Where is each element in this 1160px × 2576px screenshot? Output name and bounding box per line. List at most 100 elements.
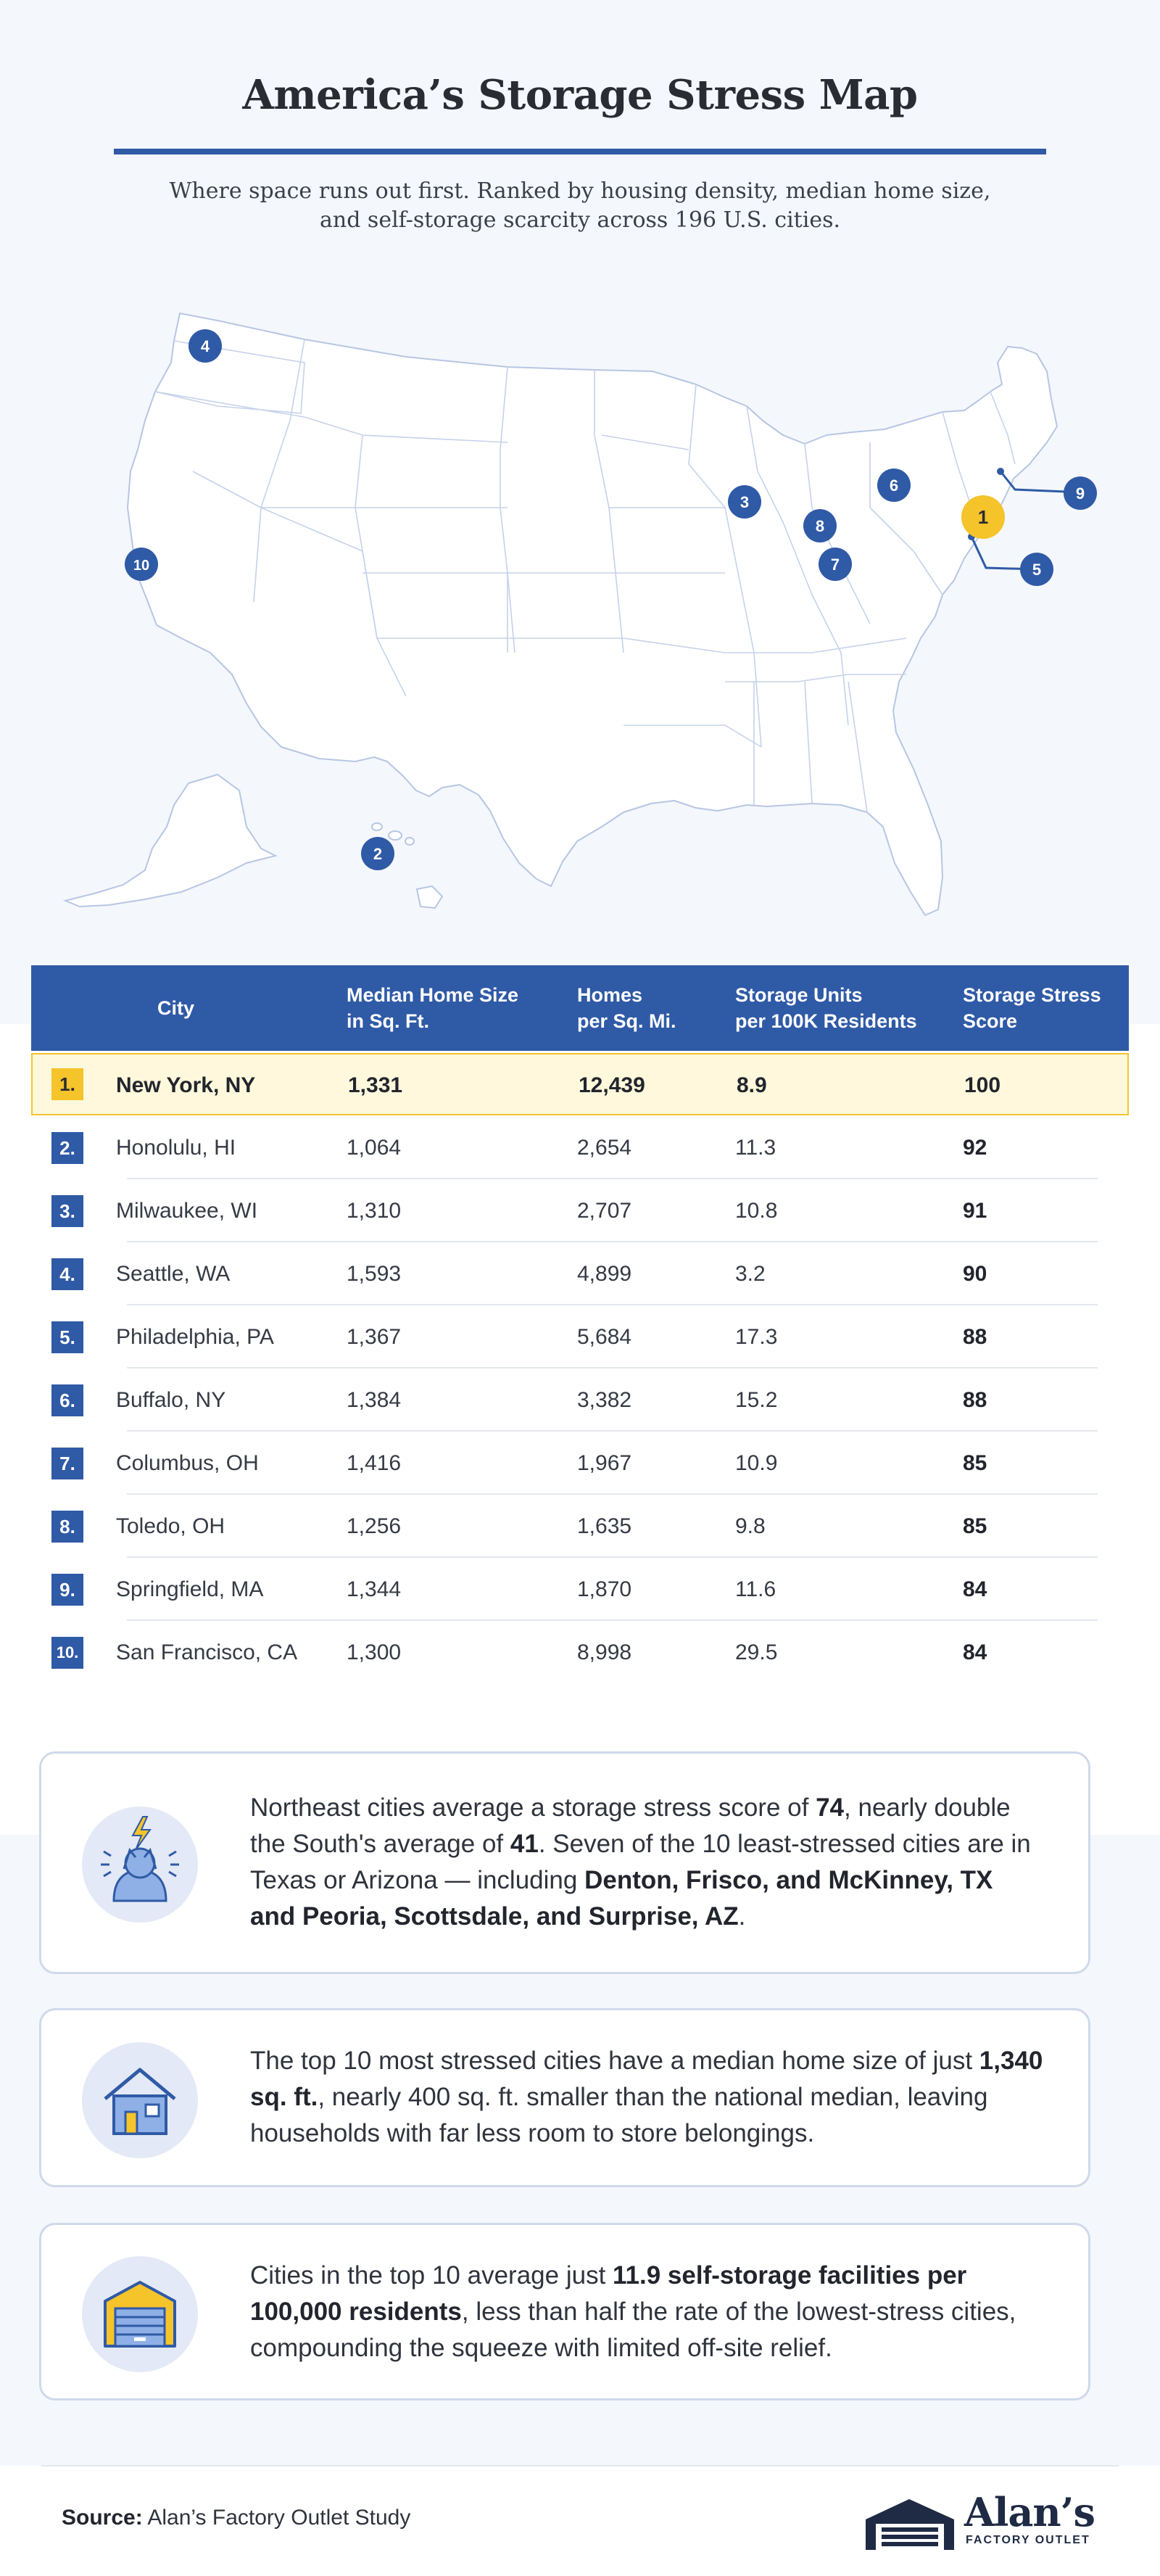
- insight-text-part: , nearly double the South's average of: [250, 1793, 1011, 1858]
- stressed-person-icon: [82, 1807, 198, 1923]
- insight-text-part: Northeast cities average a storage stres…: [250, 1793, 816, 1822]
- city-cell: New York, NY: [116, 1073, 256, 1097]
- homes-cell: 5,684: [577, 1325, 632, 1349]
- rank-badge: 5.: [51, 1321, 83, 1353]
- units-cell: 10.8: [735, 1199, 778, 1223]
- header-homes-line-2: per Sq. Mi.: [577, 1010, 676, 1032]
- insight-text-part: , less than half the rate of the lowest-…: [250, 2298, 1016, 2362]
- units-cell: 9.8: [735, 1514, 766, 1538]
- svg-text:7: 7: [831, 556, 840, 574]
- svg-text:9: 9: [1076, 484, 1085, 503]
- us-map: 1 2 3 4 5 6 7 8: [62, 313, 1097, 916]
- brand-logo[interactable]: Alan’s FACTORY OUTLET: [863, 2489, 1109, 2554]
- units-cell: 8.9: [737, 1073, 767, 1097]
- table-row: 10. San Francisco, CA 1,300 8,998 29.5 8…: [31, 1622, 1129, 1684]
- city-cell: Columbus, OH: [116, 1451, 259, 1475]
- home-size-cell: 1,367: [347, 1325, 402, 1349]
- svg-text:4: 4: [201, 337, 210, 355]
- marker-1[interactable]: 1: [961, 495, 1005, 539]
- table-row: 8. Toledo, OH 1,256 1,635 9.8 85: [31, 1495, 1129, 1558]
- marker-4[interactable]: 4: [188, 329, 222, 363]
- score-cell: 88: [963, 1388, 987, 1412]
- table-header: City Median Home Size in Sq. Ft. Homes per…: [31, 965, 1129, 1051]
- header-home-size-line-2: in Sq. Ft.: [347, 1010, 429, 1032]
- rank-badge: 10.: [51, 1637, 83, 1669]
- rank-badge: 6.: [51, 1384, 83, 1416]
- home-size-cell: 1,064: [347, 1136, 402, 1160]
- header-homes: Homes per Sq. Mi.: [577, 965, 676, 1051]
- insight-text-part: .: [738, 1902, 746, 1931]
- storage-unit-icon: [82, 2256, 198, 2372]
- source-note: Source: Alan’s Factory Outlet Study: [62, 2506, 410, 2530]
- row-divider: [127, 1304, 1098, 1305]
- city-cell: San Francisco, CA: [116, 1640, 298, 1664]
- us-mainland-outline: [127, 313, 1058, 916]
- table-row: 1. New York, NY 1,331 12,439 8.9 100: [31, 1053, 1129, 1115]
- table-row: 2. Honolulu, HI 1,064 2,654 11.3 92: [31, 1117, 1129, 1179]
- table-row: 6. Buffalo, NY 1,384 3,382 15.2 88: [31, 1369, 1129, 1432]
- header-score-line-1: Storage Stress: [963, 984, 1101, 1006]
- alaska-outline: [62, 773, 278, 908]
- svg-text:6: 6: [890, 476, 898, 495]
- rank-badge: 9.: [51, 1574, 83, 1606]
- city-cell: Philadelphia, PA: [116, 1325, 274, 1349]
- score-cell: 91: [963, 1199, 987, 1223]
- insight-highlight: 11.9 self-storage facilities per 100,000…: [250, 2261, 967, 2326]
- table-row: 5. Philadelphia, PA 1,367 5,684 17.3 88: [31, 1306, 1129, 1368]
- insight-text-part: The top 10 most stressed cities have a m…: [250, 2047, 979, 2075]
- insight-text: The top 10 most stressed cities have a m…: [250, 2043, 1045, 2152]
- units-cell: 3.2: [735, 1262, 766, 1286]
- table-row: 9. Springfield, MA 1,344 1,870 11.6 84: [31, 1559, 1129, 1621]
- insight-card-home-size: The top 10 most stressed cities have a m…: [39, 2008, 1090, 2187]
- marker-2[interactable]: 2: [361, 837, 394, 870]
- units-cell: 15.2: [735, 1388, 778, 1412]
- insight-text: Cities in the top 10 average just 11.9 s…: [250, 2258, 1045, 2366]
- marker-6[interactable]: 6: [877, 468, 911, 502]
- footer-divider: [41, 2465, 1119, 2466]
- homes-cell: 8,998: [577, 1640, 632, 1664]
- header-units: Storage Units per 100K Residents: [735, 965, 917, 1051]
- insight-highlight: 41: [510, 1830, 539, 1858]
- header-units-line-1: Storage Units: [735, 984, 863, 1006]
- home-size-cell: 1,344: [347, 1577, 402, 1601]
- insight-highlight: Denton, Frisco, and McKinney, TX and Peo…: [250, 1866, 993, 1931]
- marker-7[interactable]: 7: [819, 548, 852, 581]
- marker-3[interactable]: 3: [728, 485, 761, 519]
- svg-text:3: 3: [740, 493, 749, 511]
- score-cell: 88: [963, 1325, 987, 1349]
- source-text: Alan’s Factory Outlet Study: [142, 2506, 411, 2530]
- marker-9[interactable]: 9: [1064, 476, 1097, 510]
- score-cell: 85: [963, 1514, 987, 1538]
- city-cell: Honolulu, HI: [116, 1136, 236, 1160]
- subtitle-line-1: Where space runs out first. Ranked by ho…: [169, 178, 991, 204]
- page-subtitle: Where space runs out first. Ranked by ho…: [145, 177, 1015, 235]
- city-cell: Toledo, OH: [116, 1514, 225, 1538]
- rank-badge: 4.: [51, 1258, 83, 1290]
- row-divider: [127, 1178, 1098, 1179]
- rank-badge: 3.: [51, 1195, 83, 1227]
- units-cell: 17.3: [735, 1325, 778, 1349]
- header-city: City: [157, 997, 195, 1019]
- score-cell: 85: [963, 1451, 987, 1475]
- marker-5[interactable]: 5: [1020, 553, 1053, 586]
- home-size-cell: 1,300: [347, 1640, 402, 1664]
- home-size-cell: 1,593: [347, 1262, 402, 1286]
- rank-badge: 7.: [51, 1448, 83, 1479]
- svg-text:2: 2: [373, 845, 382, 863]
- header-home-size: Median Home Size in Sq. Ft.: [347, 965, 518, 1051]
- svg-text:8: 8: [816, 517, 824, 535]
- insight-highlight: 74: [816, 1793, 845, 1822]
- units-cell: 10.9: [735, 1451, 778, 1475]
- svg-text:1: 1: [978, 506, 988, 528]
- marker-10[interactable]: 10: [125, 548, 158, 581]
- insight-highlight: 1,340 sq. ft.: [250, 2047, 1043, 2111]
- source-label: Source:: [62, 2506, 143, 2530]
- logo-subtitle: FACTORY OUTLET: [966, 2534, 1090, 2546]
- house-icon: [82, 2042, 198, 2158]
- rankings-table: City Median Home Size in Sq. Ft. Homes per…: [31, 965, 1129, 1694]
- hawaii-outline: [371, 822, 444, 909]
- marker-8[interactable]: 8: [803, 509, 837, 542]
- header-score: Storage Stress Score: [963, 965, 1101, 1051]
- score-cell: 84: [963, 1577, 987, 1601]
- row-divider: [127, 1241, 1098, 1242]
